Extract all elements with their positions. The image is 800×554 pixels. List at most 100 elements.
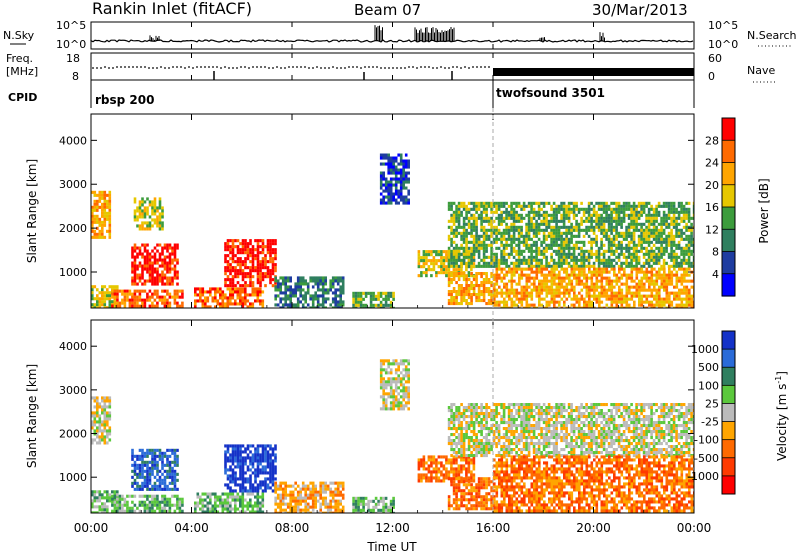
power-cell-11 bbox=[485, 210, 488, 214]
power-cell-11 bbox=[580, 246, 583, 250]
power-cell-11 bbox=[465, 237, 468, 241]
velocity-cell-2 bbox=[166, 497, 169, 501]
velocity-cell-0 bbox=[153, 487, 157, 491]
power-cell-10 bbox=[465, 284, 468, 288]
power-cell-9 bbox=[420, 259, 423, 263]
power-cell-3 bbox=[266, 245, 270, 249]
power-cell-13 bbox=[389, 165, 393, 169]
power-cell-10 bbox=[450, 272, 453, 276]
power-cell-11 bbox=[647, 255, 651, 259]
power-cell-4 bbox=[251, 293, 255, 297]
power-cell-10 bbox=[447, 272, 451, 276]
power-cell-13 bbox=[397, 162, 400, 166]
power-cell-10 bbox=[467, 290, 471, 294]
power-cell-9 bbox=[432, 259, 436, 263]
power-cell-11 bbox=[635, 216, 638, 220]
power-cell-12 bbox=[608, 279, 611, 283]
power-cell-11 bbox=[597, 258, 601, 262]
power-cell-13 bbox=[384, 195, 388, 199]
power-cell-11 bbox=[517, 261, 521, 265]
power-cell-3 bbox=[274, 248, 277, 252]
power-cell-11 bbox=[465, 249, 468, 253]
power-cell-11 bbox=[667, 204, 671, 208]
power-cell-11 bbox=[655, 234, 658, 238]
velocity-cell-4 bbox=[246, 456, 250, 460]
power-cell-13 bbox=[389, 189, 393, 193]
power-cell-12 bbox=[545, 276, 549, 280]
power-cell-12 bbox=[495, 300, 499, 304]
freq-dot bbox=[208, 66, 210, 68]
power-cell-3 bbox=[236, 281, 240, 285]
power-cell-11 bbox=[552, 213, 556, 217]
power-cell-11 bbox=[677, 228, 681, 232]
power-cell-12 bbox=[638, 291, 641, 295]
power-cell-2 bbox=[123, 289, 127, 293]
velocity-cell-2 bbox=[153, 500, 157, 504]
power-cell-11 bbox=[630, 234, 633, 238]
power-cell-12 bbox=[598, 303, 601, 307]
power-cell-5 bbox=[98, 220, 102, 224]
power-cell-11 bbox=[557, 210, 561, 214]
power-cell-11 bbox=[485, 219, 488, 223]
power-cell-12 bbox=[533, 276, 536, 280]
power-cell-13 bbox=[394, 177, 398, 181]
power-cell-4 bbox=[219, 287, 222, 291]
power-cell-12 bbox=[555, 273, 559, 277]
power-cell-11 bbox=[600, 231, 603, 235]
freq-dot bbox=[388, 67, 390, 69]
power-cell-11 bbox=[470, 207, 473, 211]
power-cell-11 bbox=[565, 228, 568, 232]
velocity-cell-0 bbox=[166, 448, 169, 452]
power-cell-10 bbox=[485, 272, 488, 276]
power-cell-11 bbox=[460, 213, 463, 217]
power-cell-11 bbox=[462, 249, 466, 253]
power-cell-7 bbox=[304, 282, 307, 286]
velocity-cell-1 bbox=[98, 505, 102, 509]
power-cell-11 bbox=[492, 210, 496, 214]
velocity-cell-2 bbox=[131, 509, 134, 513]
power-cell-12 bbox=[538, 285, 541, 289]
power-cell-12 bbox=[558, 300, 561, 304]
power-cell-11 bbox=[542, 216, 546, 220]
power-cell-12 bbox=[535, 285, 539, 289]
power-cell-12 bbox=[668, 300, 671, 304]
power-cell-2 bbox=[163, 295, 167, 299]
power-cell-12 bbox=[498, 285, 501, 289]
power-cell-11 bbox=[485, 207, 488, 211]
power-cell-11 bbox=[677, 210, 681, 214]
freq-dot bbox=[416, 67, 418, 69]
power-cell-11 bbox=[570, 252, 573, 256]
power-cell-11 bbox=[565, 225, 568, 229]
power-cell-2 bbox=[156, 295, 159, 299]
power-cell-11 bbox=[467, 240, 471, 244]
power-cell-6 bbox=[141, 209, 144, 213]
power-cell-4 bbox=[216, 299, 220, 303]
power-cell-7 bbox=[289, 306, 292, 308]
freq-dot bbox=[136, 66, 138, 68]
power-cell-11 bbox=[582, 243, 586, 247]
power-cell-7 bbox=[336, 276, 340, 280]
power-cell-13 bbox=[382, 189, 385, 193]
power-cell-7 bbox=[274, 297, 277, 301]
freq-dot bbox=[444, 67, 446, 69]
power-cell-13 bbox=[379, 171, 383, 175]
velocity-cell-3 bbox=[91, 414, 94, 418]
power-cell-12 bbox=[565, 273, 569, 277]
power-cell-11 bbox=[455, 213, 458, 217]
power-cell-12 bbox=[545, 273, 549, 277]
power-cell-12 bbox=[570, 288, 574, 292]
power-cell-6 bbox=[156, 218, 159, 222]
power-cell-2 bbox=[173, 289, 177, 293]
velocity-cell-2 bbox=[171, 503, 174, 507]
power-cell-12 bbox=[580, 273, 584, 277]
power-cell-12 bbox=[565, 267, 569, 271]
power-cell-12 bbox=[658, 288, 661, 292]
velocity-cell-0 bbox=[141, 457, 144, 461]
power-cell-9 bbox=[455, 268, 458, 272]
power-cell-12 bbox=[668, 267, 671, 271]
power-cell-12 bbox=[600, 291, 604, 295]
power-cell-11 bbox=[625, 213, 628, 217]
power-cell-12 bbox=[685, 294, 689, 298]
power-cell-11 bbox=[675, 228, 678, 232]
power-cell-11 bbox=[457, 252, 461, 256]
